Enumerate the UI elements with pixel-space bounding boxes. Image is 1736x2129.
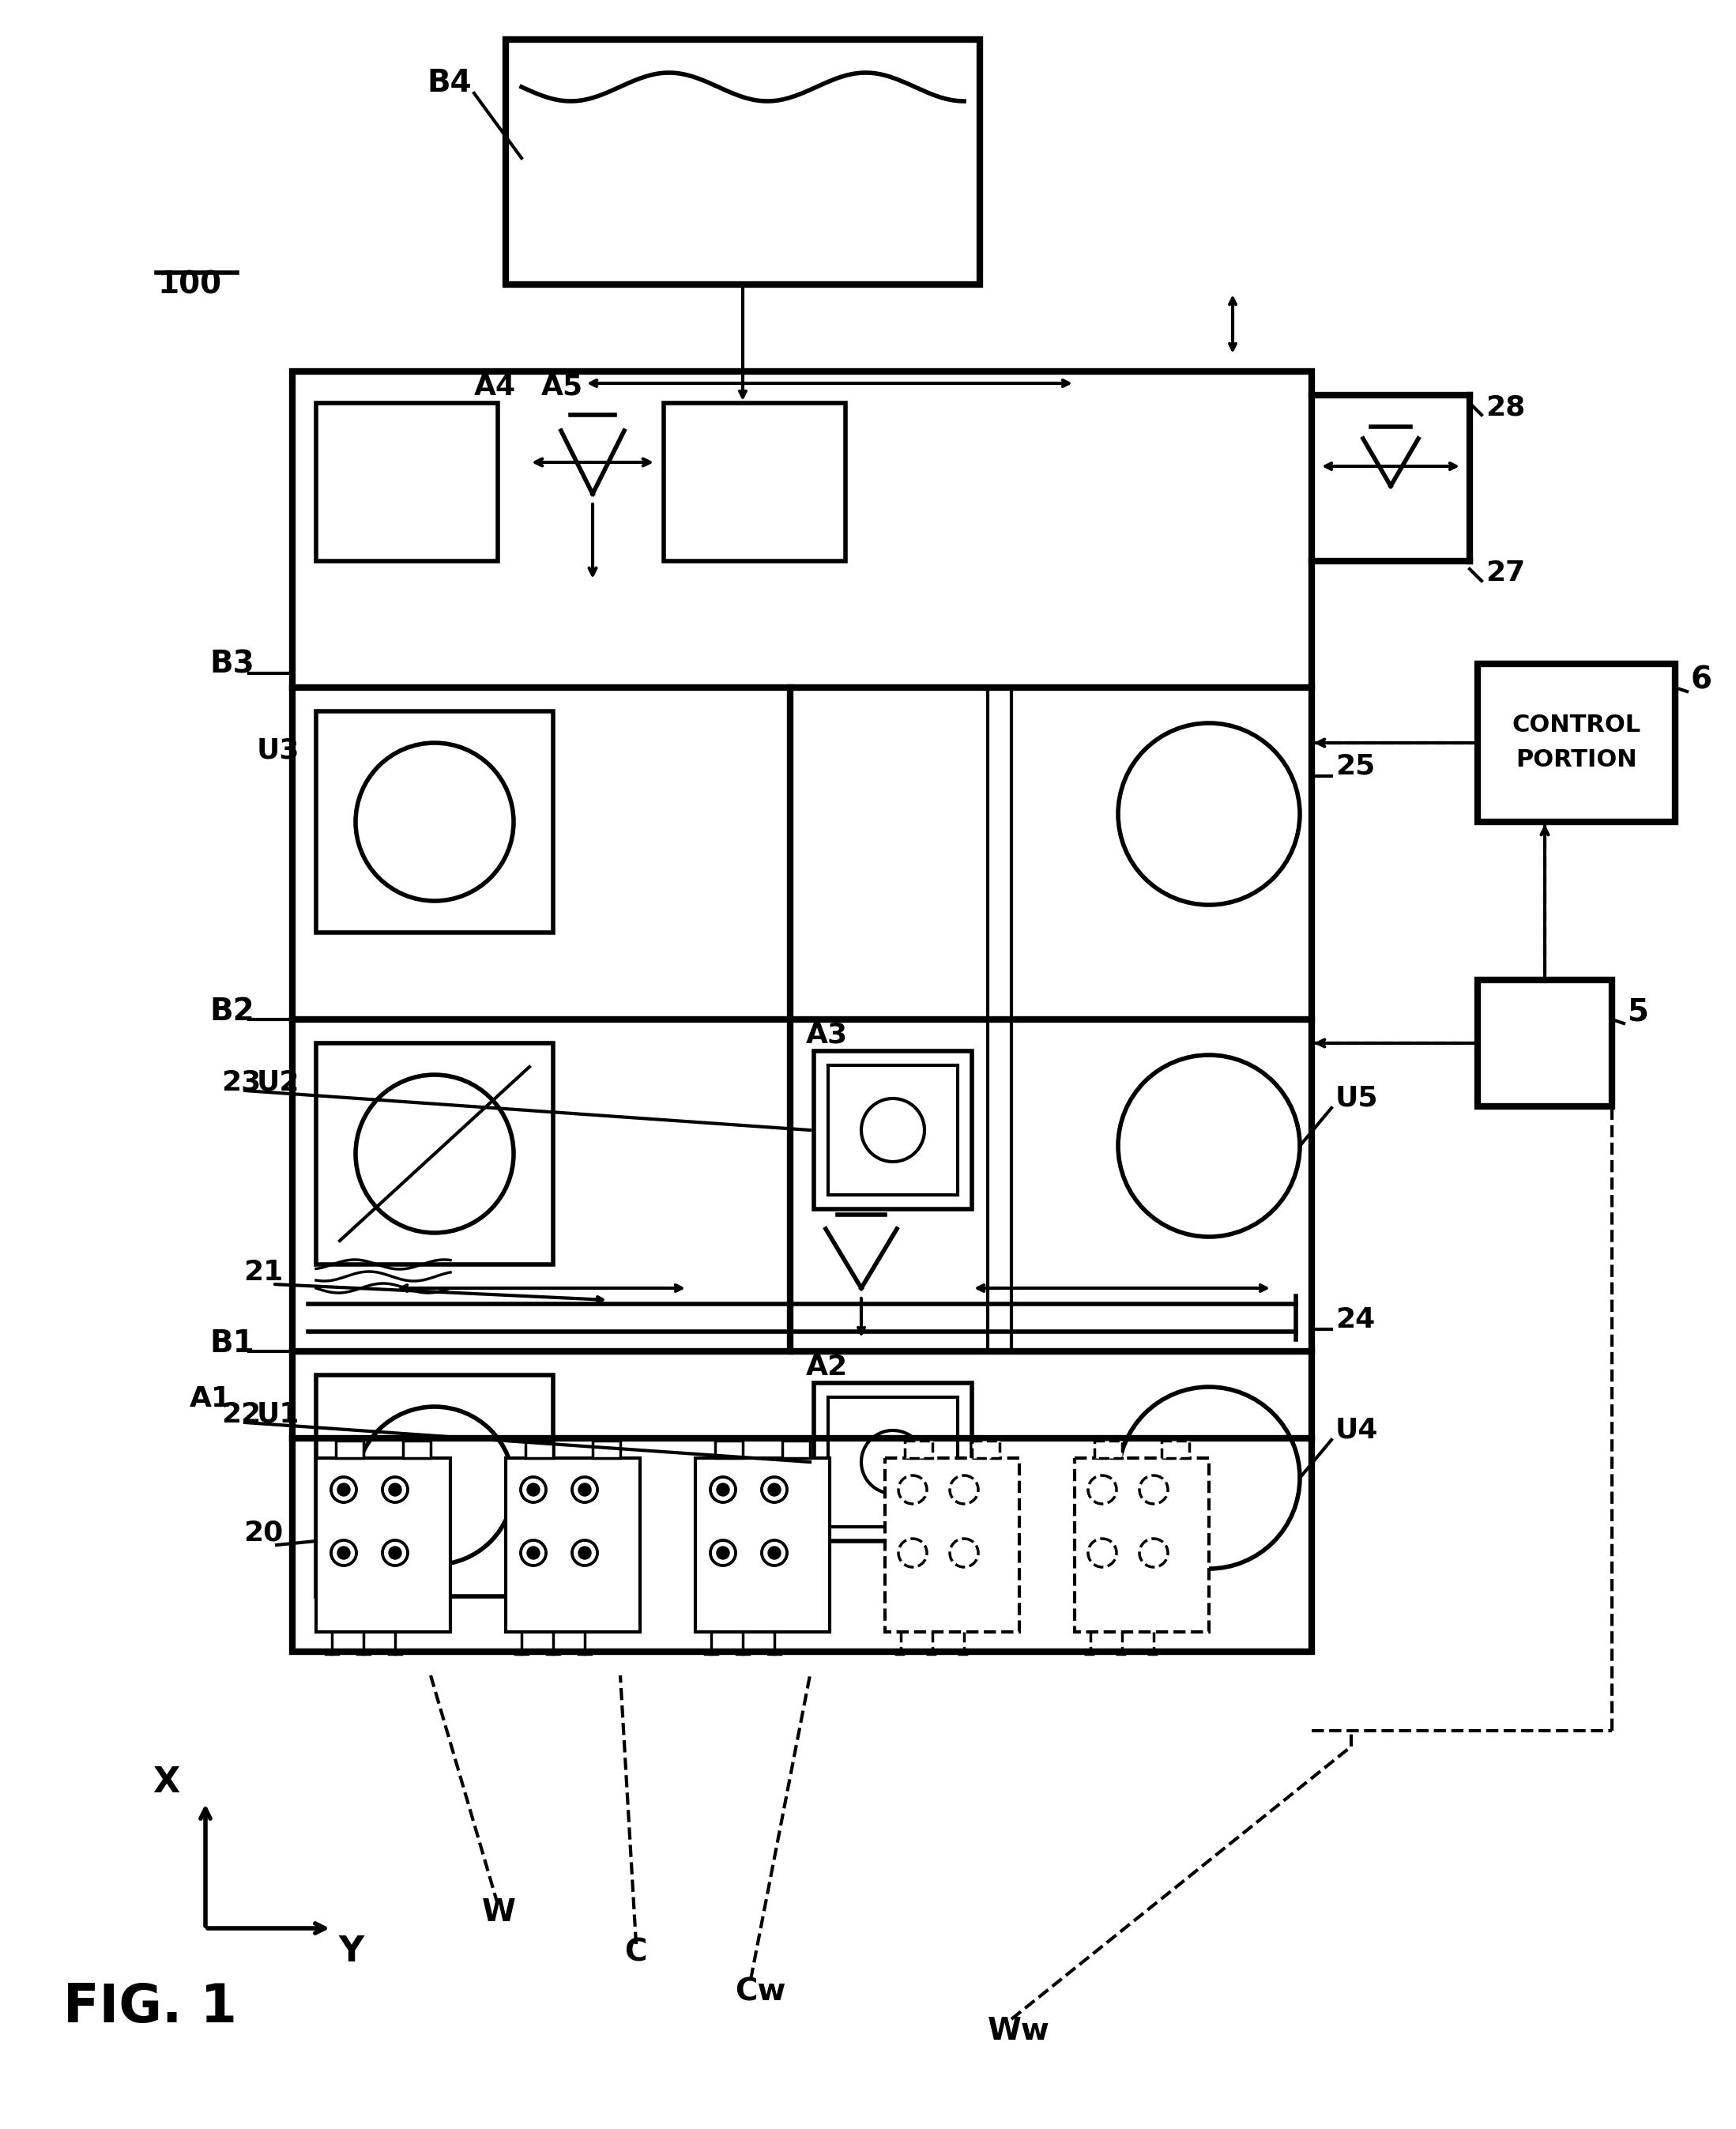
Text: 25: 25	[1335, 754, 1375, 779]
Bar	[828, 1397, 958, 1526]
Bar	[292, 370, 1312, 1652]
Bar	[1075, 1458, 1208, 1633]
Text: U2: U2	[257, 1069, 300, 1096]
Circle shape	[528, 1546, 540, 1558]
Bar	[814, 1384, 972, 1541]
Bar	[505, 40, 979, 285]
Bar	[1477, 664, 1675, 822]
Bar	[814, 1052, 972, 1209]
Text: 5: 5	[1628, 996, 1649, 1026]
Text: 21: 21	[243, 1258, 283, 1286]
Text: C: C	[625, 1937, 648, 1967]
Text: U5: U5	[1335, 1086, 1378, 1111]
Bar	[663, 402, 845, 562]
Circle shape	[389, 1546, 401, 1558]
Bar	[592, 1441, 620, 1458]
Circle shape	[528, 1484, 540, 1497]
Text: B1: B1	[210, 1328, 253, 1358]
Text: 23: 23	[220, 1069, 260, 1096]
Bar	[885, 1458, 1019, 1633]
Text: PORTION: PORTION	[1516, 749, 1637, 771]
Bar	[715, 1441, 743, 1458]
Bar	[316, 1043, 554, 1265]
Bar	[972, 1441, 1000, 1458]
Bar	[696, 1458, 830, 1633]
Bar	[316, 1375, 554, 1597]
Bar	[335, 1441, 363, 1458]
Text: 28: 28	[1486, 394, 1526, 419]
Text: U3: U3	[257, 737, 300, 764]
Bar	[316, 711, 554, 933]
Text: A3: A3	[806, 1022, 847, 1050]
Bar	[1161, 1441, 1189, 1458]
Text: A1: A1	[189, 1386, 231, 1412]
Text: Ww: Ww	[988, 2016, 1050, 2046]
Text: U1: U1	[257, 1401, 300, 1429]
Text: A4: A4	[474, 375, 516, 400]
Circle shape	[337, 1484, 351, 1497]
Text: 100: 100	[158, 270, 222, 300]
Text: 27: 27	[1486, 560, 1526, 585]
Bar	[316, 1458, 450, 1633]
Text: B3: B3	[210, 649, 253, 679]
Text: 24: 24	[1335, 1307, 1375, 1333]
Bar	[904, 1441, 932, 1458]
Text: B4: B4	[427, 68, 472, 98]
Text: Cw: Cw	[734, 1976, 786, 2006]
Text: W: W	[483, 1897, 516, 1927]
Text: A2: A2	[806, 1354, 847, 1380]
Text: 20: 20	[243, 1520, 283, 1546]
Text: FIG. 1: FIG. 1	[62, 1982, 238, 2033]
Circle shape	[767, 1546, 781, 1558]
Bar	[1094, 1441, 1121, 1458]
Text: Y: Y	[339, 1935, 365, 1969]
Text: 22: 22	[220, 1401, 260, 1429]
Text: A5: A5	[542, 375, 583, 400]
Bar	[526, 1441, 554, 1458]
Bar	[505, 1458, 641, 1633]
Circle shape	[767, 1484, 781, 1497]
Bar	[316, 402, 498, 562]
Text: B2: B2	[210, 996, 253, 1026]
Circle shape	[578, 1484, 590, 1497]
Circle shape	[717, 1546, 729, 1558]
Text: X: X	[153, 1765, 179, 1799]
Text: U4: U4	[1335, 1418, 1378, 1443]
Bar	[783, 1441, 811, 1458]
Text: CONTROL: CONTROL	[1512, 713, 1641, 737]
Circle shape	[578, 1546, 590, 1558]
Circle shape	[337, 1546, 351, 1558]
Circle shape	[389, 1484, 401, 1497]
Circle shape	[717, 1484, 729, 1497]
Bar	[828, 1064, 958, 1194]
Bar	[403, 1441, 431, 1458]
Text: 6: 6	[1691, 664, 1712, 694]
Bar	[1477, 979, 1613, 1107]
